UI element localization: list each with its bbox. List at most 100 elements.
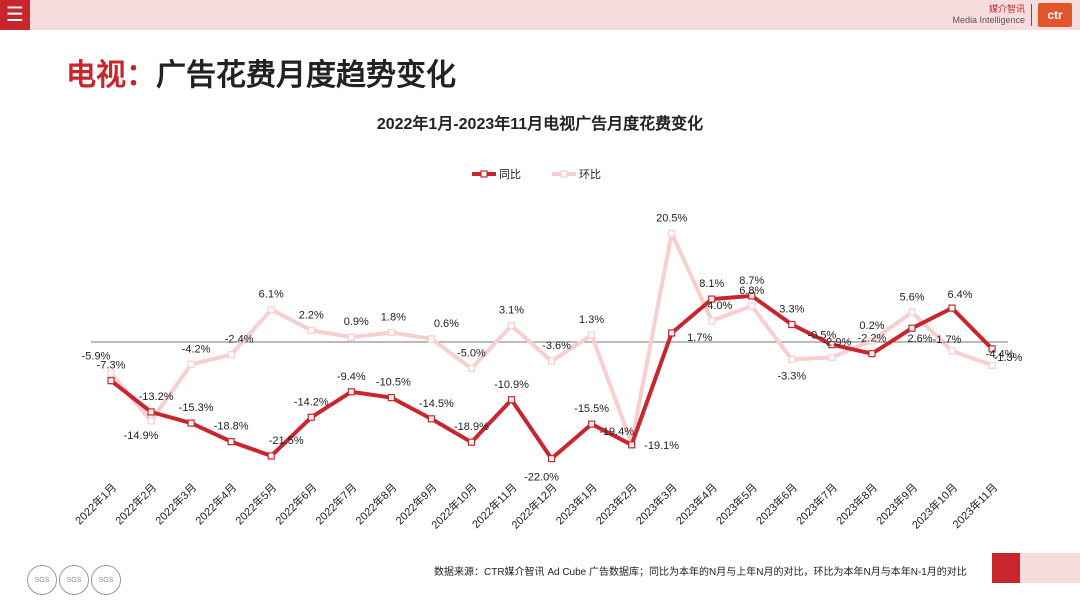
legend-label-mom: 环比 [579, 168, 601, 181]
x-tick-label: 2023年3月 [633, 480, 680, 527]
data-label-yoy: -0.5% [808, 330, 837, 342]
x-tick-label: 2022年2月 [112, 480, 159, 527]
data-label-mom: 6.1% [259, 289, 284, 301]
data-label-mom: 6.8% [739, 285, 764, 297]
sgs-badge: SGS [59, 565, 89, 595]
data-point-mom [988, 361, 996, 369]
data-point-yoy [187, 419, 195, 427]
data-label-mom: 0.6% [434, 318, 459, 330]
data-label-yoy: -18.9% [454, 421, 489, 433]
data-label-mom: -3.6% [542, 340, 571, 352]
data-source-note: 数据来源：CTR媒介智讯 Ad Cube 广告数据库；同比为本年的N月与上年N月… [434, 567, 967, 578]
data-label-yoy: -7.3% [97, 360, 126, 372]
x-tick-label: 2023年5月 [713, 480, 760, 527]
data-point-yoy [868, 350, 876, 358]
data-label-mom: -2.9% [823, 336, 852, 348]
data-label-yoy: -15.5% [574, 403, 609, 415]
data-label-yoy: -9.4% [337, 371, 366, 383]
data-label-yoy: 3.3% [779, 304, 804, 316]
data-label-yoy: -19.4% [599, 426, 634, 438]
data-point-mom [708, 317, 716, 325]
x-tick-label: 2022年5月 [232, 480, 279, 527]
data-point-mom [427, 335, 435, 343]
data-label-yoy: -1.3% [994, 352, 1023, 364]
data-point-mom [507, 321, 516, 330]
legend-marker-mom [560, 170, 568, 178]
data-point-mom [387, 328, 395, 337]
x-tick-label: 2023年1月 [553, 480, 600, 527]
data-label-mom: 1.8% [381, 311, 406, 323]
data-label-mom: -5.0% [457, 348, 486, 360]
data-label-yoy: -10.9% [494, 379, 529, 391]
data-point-yoy [467, 438, 476, 446]
data-point-mom [467, 364, 476, 373]
data-point-yoy [748, 292, 756, 300]
data-label-yoy: -13.2% [139, 391, 174, 403]
sgs-badge: SGS [91, 565, 121, 595]
data-label-yoy: -14.5% [419, 398, 454, 410]
data-label-mom: 0.9% [344, 316, 369, 328]
data-label-mom: 2.2% [299, 309, 324, 321]
data-label-mom: 5.6% [899, 291, 924, 303]
legend-label-yoy: 同比 [499, 168, 521, 181]
data-point-yoy [227, 438, 235, 446]
data-label-mom: 3.1% [499, 305, 524, 317]
data-label-mom: -3.3% [777, 370, 806, 382]
data-point-mom [668, 229, 676, 237]
data-point-yoy [708, 295, 716, 303]
data-point-yoy [948, 304, 956, 312]
data-point-mom [547, 357, 556, 365]
x-tick-label: 2022年8月 [352, 480, 399, 527]
data-label-yoy: 2.6% [907, 333, 932, 345]
data-point-yoy [307, 413, 315, 421]
logo-divider [1031, 4, 1032, 26]
data-point-yoy [587, 420, 596, 428]
data-point-mom [267, 306, 275, 314]
legend-marker-yoy [480, 170, 488, 178]
data-point-mom [788, 355, 796, 364]
x-tick-label: 2023年7月 [793, 480, 840, 527]
logo-cn-text: 媒介智讯 [988, 4, 1025, 14]
accent-band [1020, 553, 1080, 583]
data-point-mom [587, 331, 596, 339]
data-point-yoy [507, 396, 516, 404]
data-point-mom [147, 417, 155, 425]
data-point-yoy [628, 441, 636, 449]
data-point-mom [347, 333, 355, 341]
data-label-yoy: -18.8% [214, 421, 249, 433]
x-tick-label: 2022年1月 [72, 480, 119, 527]
logo-en-text: Media Intelligence [952, 15, 1025, 25]
data-point-yoy [107, 377, 115, 385]
data-label-yoy: -15.3% [179, 402, 214, 414]
page-title-prefix: 电视： [66, 59, 156, 92]
data-point-mom [187, 360, 195, 368]
x-tick-label: 2023年8月 [833, 480, 880, 527]
data-label-mom: -4.2% [182, 343, 211, 355]
data-label-yoy: -10.5% [376, 377, 411, 389]
data-label-mom: -1.7% [933, 334, 962, 346]
data-point-yoy [267, 452, 275, 460]
x-tick-label: 2022年4月 [192, 480, 239, 527]
data-label-yoy: 8.7% [739, 275, 764, 287]
ctr-logo-mark: ctr [1038, 3, 1072, 27]
hamburger-icon[interactable]: ☰ [0, 0, 30, 30]
data-label-yoy: 6.4% [948, 289, 973, 301]
data-point-mom [868, 337, 876, 345]
data-point-mom [948, 347, 956, 355]
data-label-yoy: 8.1% [699, 278, 724, 290]
x-tick-label: 2023年2月 [593, 480, 640, 527]
data-label-yoy: -2.2% [858, 333, 887, 345]
data-label-yoy: -14.2% [294, 396, 329, 408]
certification-badges: SGS SGS SGS [27, 565, 121, 595]
data-label-mom: -5.9% [82, 350, 111, 362]
data-point-mom [227, 351, 235, 359]
data-point-mom [908, 308, 916, 316]
chart-title: 2022年1月-2023年11月电视广告月度花费变化 [376, 116, 704, 133]
data-point-yoy [988, 345, 996, 353]
data-label-mom: -4.4% [986, 348, 1015, 360]
page-title: 电视：广告花费月度趋势变化 [66, 50, 456, 94]
x-tick-label: 2022年7月 [312, 480, 359, 527]
x-tick-label: 2023年4月 [673, 480, 720, 527]
data-label-mom: 0.2% [859, 320, 884, 332]
data-label-mom: 20.5% [656, 212, 687, 224]
